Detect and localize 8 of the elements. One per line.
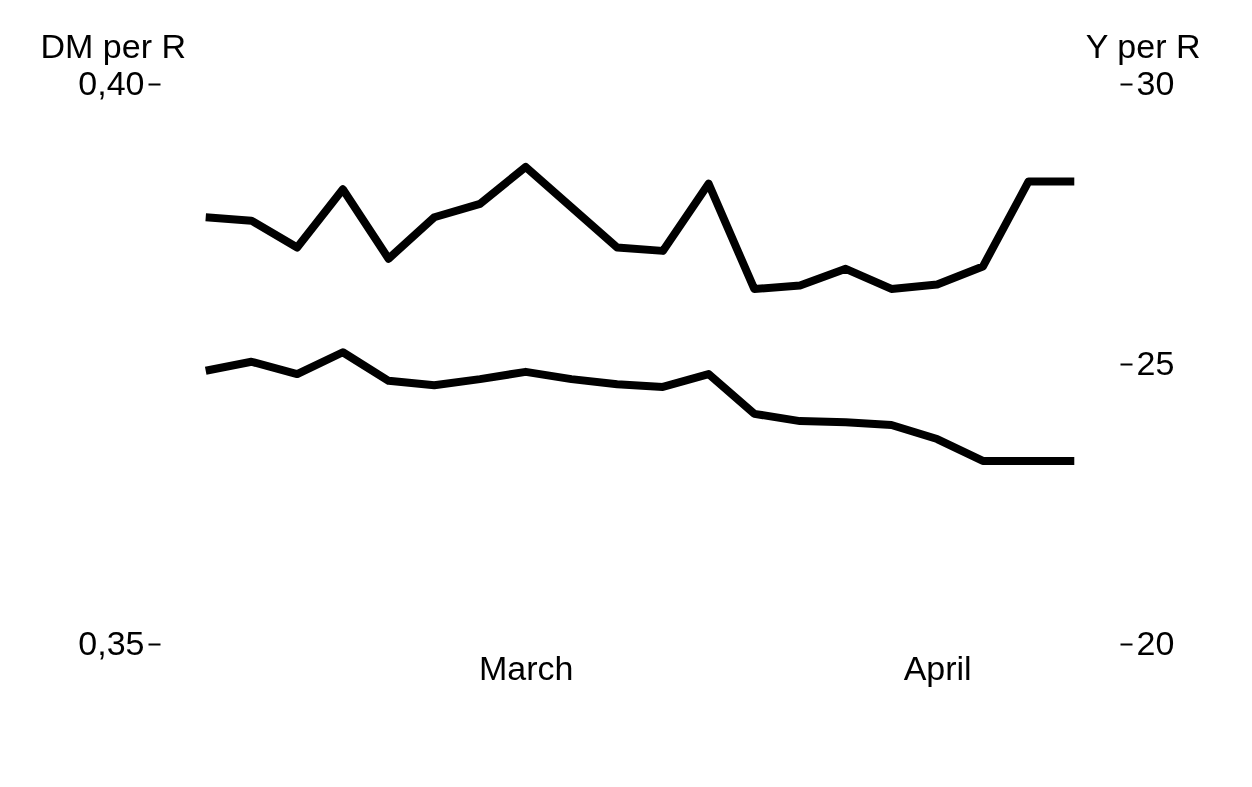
y2-axis-title: Y per R [1085, 26, 1201, 65]
y2-tick-label: 30 [1136, 63, 1175, 102]
y2-tick-label: 25 [1136, 343, 1175, 382]
x-tick-label: April [903, 648, 972, 687]
x-tick-label: March [478, 648, 574, 687]
y-tick-label: 0,35 [78, 623, 145, 662]
y-axis-title: DM per R [40, 26, 186, 65]
y2-tick-label: 20 [1136, 623, 1175, 662]
